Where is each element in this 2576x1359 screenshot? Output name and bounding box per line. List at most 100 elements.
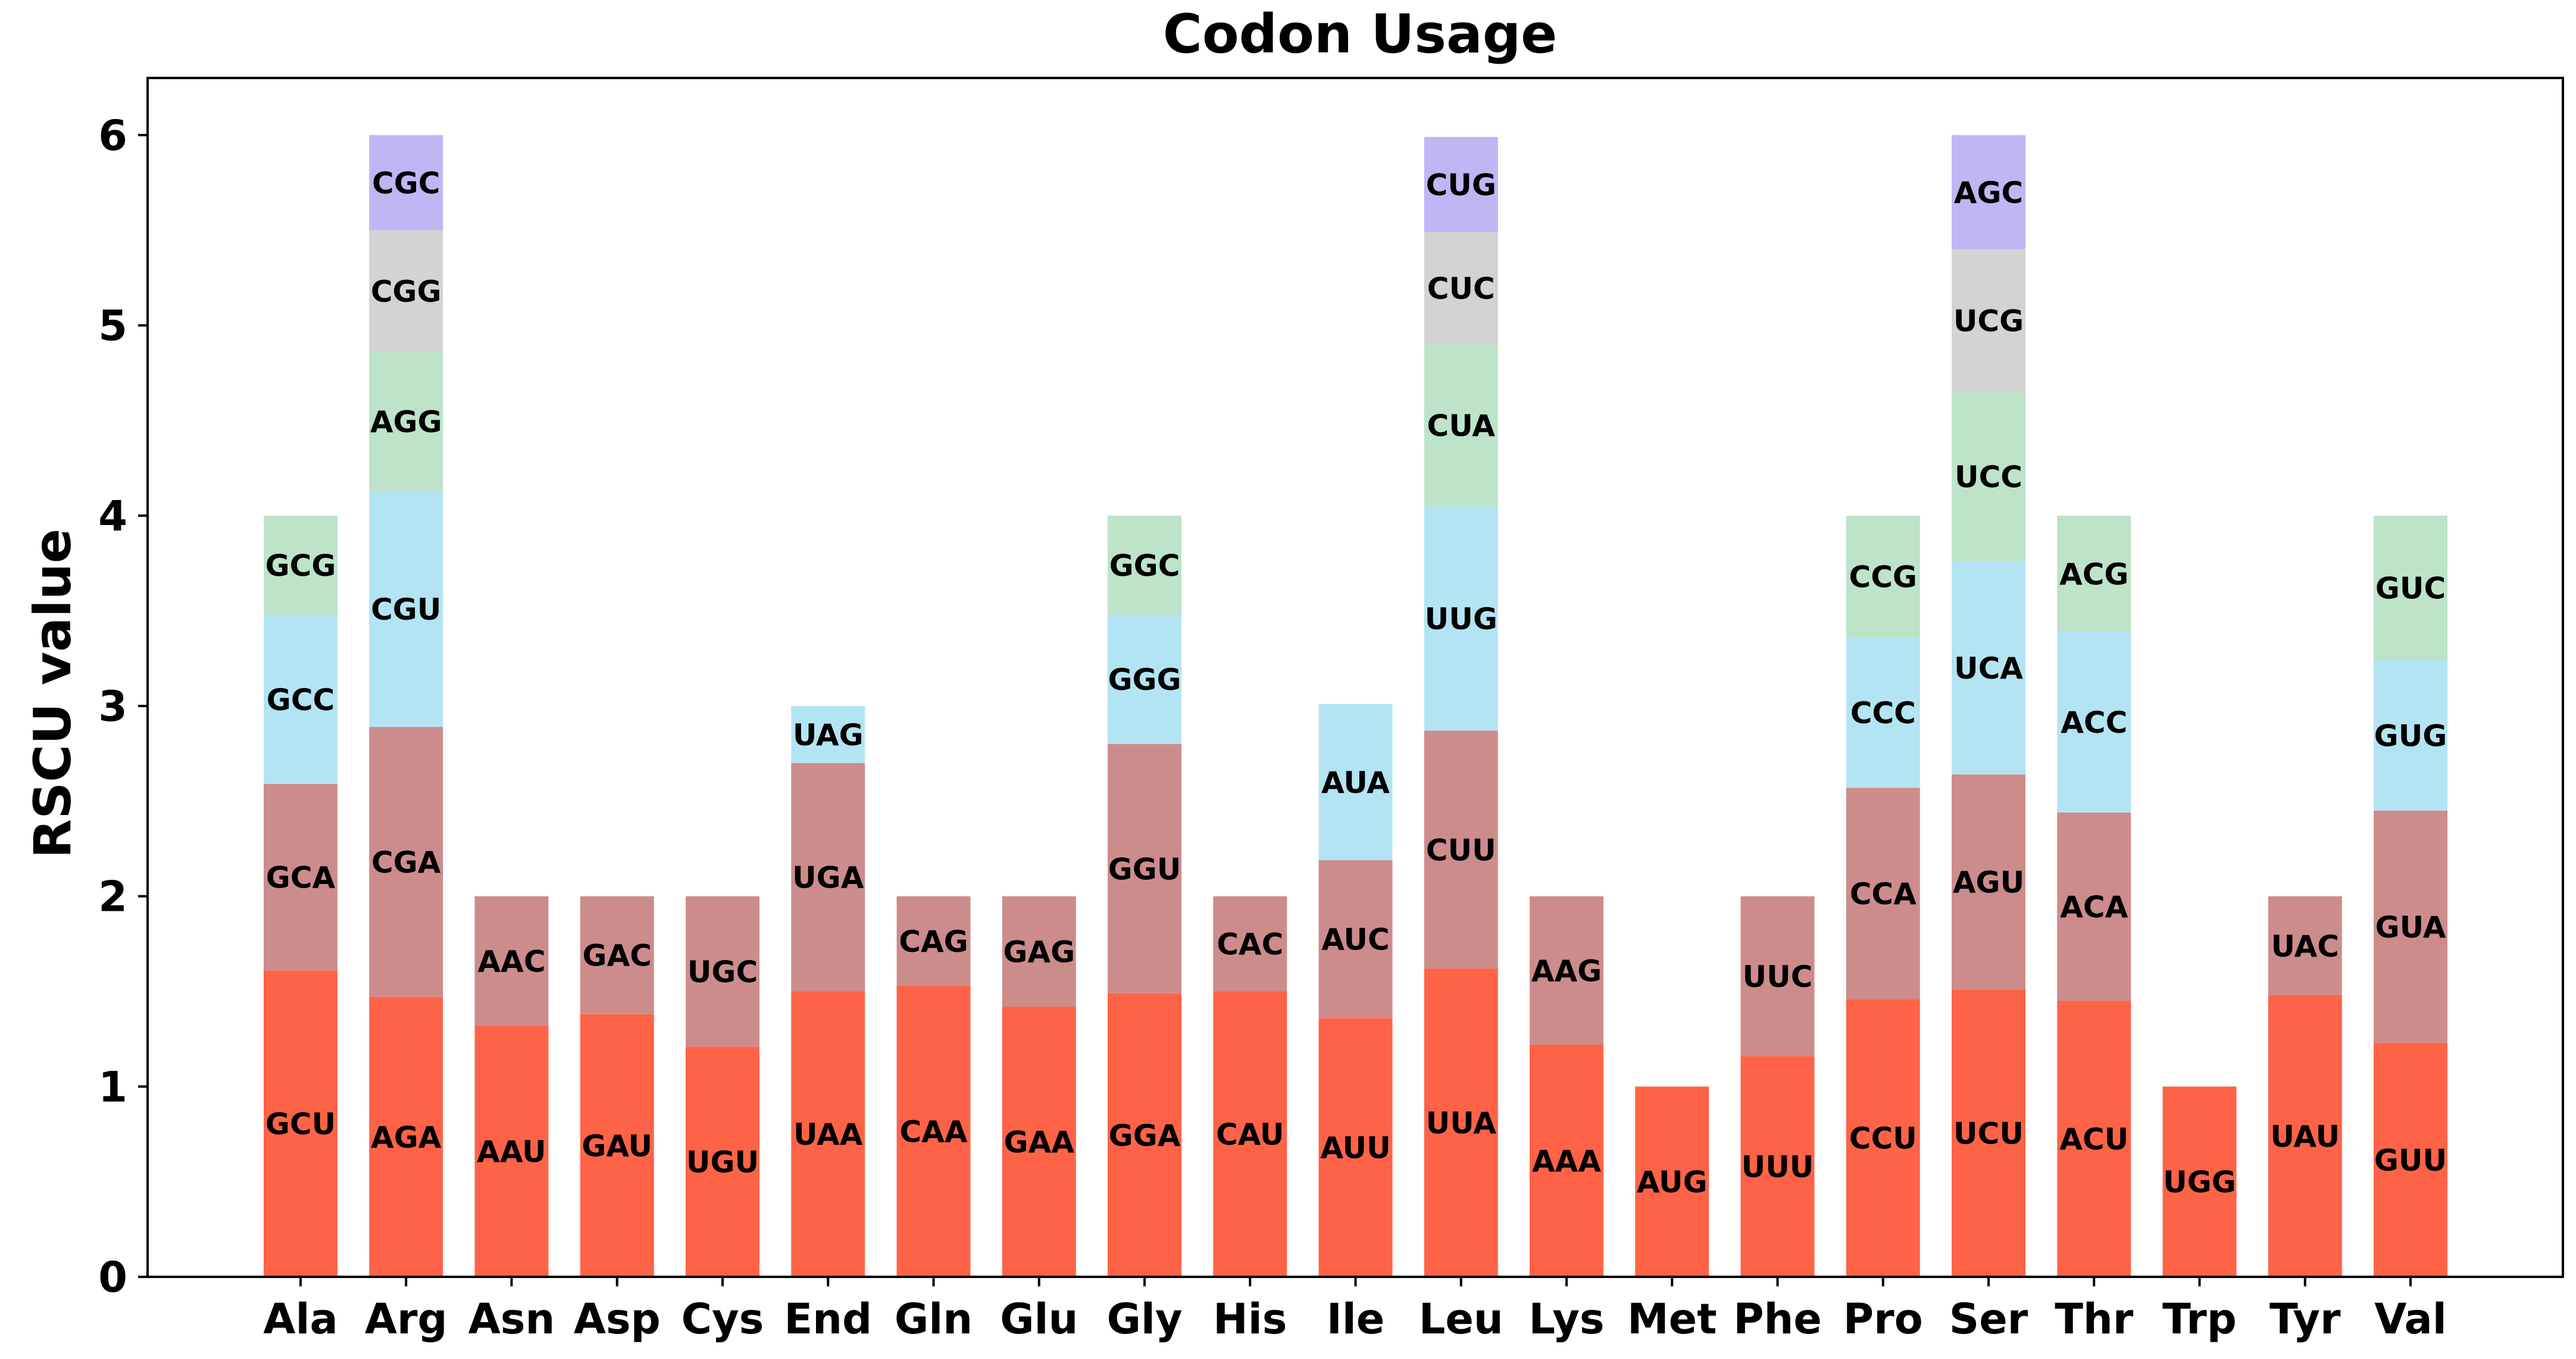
codon-labels-layer: GCU GCA GCC GCG AGA CGA CGU AGG CGG CGC AAU AAC GAU G… [265,166,2447,1199]
codon-label-cgg: CGG [371,274,442,309]
bar-segment-his-cau [1213,991,1287,1277]
bar-segment-gly-ggc [1108,516,1181,615]
bar-segment-arg-agg [369,352,443,491]
y-axis-ticks: 0 1 2 3 4 5 6 [98,111,148,1302]
x-tick-label-thr: Thr [2055,1295,2134,1344]
codon-label-cag: CAG [899,924,968,959]
codon-label-cgc: CGC [372,166,440,201]
bar-segment-ser-ucg [1952,249,2025,392]
codon-label-uag: UAG [793,718,864,752]
bar-segment-end-uga [791,763,865,992]
codon-label-aca: ACA [2060,890,2128,924]
bar-segment-ala-gcg [264,516,337,615]
codon-label-acc: ACC [2061,705,2127,740]
bar-segment-pro-ccc [1846,637,1920,788]
codon-label-aau: AAU [477,1135,546,1169]
bar-segment-gly-gga [1108,993,1181,1277]
codon-label-cgu: CGU [371,592,441,627]
codon-label-cuu: CUU [1426,833,1496,867]
bar-segment-leu-cua [1424,344,1498,507]
codon-label-guc: GUC [2375,571,2446,606]
bar-segment-gly-ggg [1108,614,1181,744]
codon-label-guu: GUU [2374,1143,2447,1177]
bar-segment-ser-uca [1952,561,2025,775]
codon-label-uuc: UUC [1743,960,1813,994]
bar-segment-thr-acu [2057,1001,2131,1277]
codon-label-cua: CUA [1427,408,1496,443]
codon-label-uug: UUG [1425,602,1498,636]
x-tick-label-asp: Asp [574,1295,661,1344]
y-tick-label-6: 6 [98,111,127,160]
bars-layer [264,135,2447,1277]
codon-label-gac: GAC [583,939,652,973]
x-axis-ticks: Ala Arg Asn Asp Cys End Gln Glu Gly His Ile Leu Lys M… [263,1277,2447,1344]
bar-segment-gly-ggu [1108,743,1181,994]
bar-segment-pro-ccu [1846,999,1920,1277]
codon-label-gca: GCA [266,861,336,895]
codon-label-uau: UAU [2270,1119,2340,1154]
bar-segment-ile-auc [1318,860,1393,1019]
codon-label-uaa: UAA [793,1117,863,1152]
codon-label-cac: CAC [1217,927,1283,962]
codon-label-gga: GGA [1109,1119,1181,1153]
y-tick-label-1: 1 [98,1063,127,1111]
y-tick-label-5: 5 [98,302,127,351]
y-tick-label-3: 3 [98,682,127,731]
codon-label-cca: CCA [1850,877,1917,911]
bar-segment-tyr-uac [2268,896,2342,995]
bar-segment-phe-uuc [1740,896,1815,1057]
bar-segment-ala-gcc [264,614,337,785]
codon-label-agu: AGU [1953,866,2024,900]
y-tick-label-2: 2 [98,873,127,921]
bar-segment-ile-auu [1318,1018,1393,1277]
x-tick-label-tyr: Tyr [2269,1295,2341,1344]
codon-label-ugu: UGU [686,1145,759,1180]
bar-segment-thr-acg [2057,516,2131,632]
codon-label-uca: UCA [1954,651,2023,686]
bar-segment-asp-gac [580,896,654,1014]
x-tick-label-pro: Pro [1843,1295,1923,1344]
bar-segment-pro-ccg [1846,516,1920,638]
codon-label-gau: GAU [582,1129,652,1163]
codon-label-gcg: GCG [265,548,336,583]
codon-label-ggg: GGG [1108,663,1181,697]
bar-segment-ile-aua [1318,704,1393,860]
bar-segment-thr-aca [2057,812,2131,1001]
bar-segment-ser-agc [1952,135,2025,249]
bar-segment-arg-aga [369,997,443,1277]
codon-label-cuc: CUC [1427,271,1495,306]
bar-segment-arg-cgu [369,491,443,727]
codon-label-uac: UAC [2271,929,2339,964]
codon-label-ccu: CCU [1849,1121,1917,1156]
codon-label-acg: ACG [2059,557,2128,592]
bar-segment-val-guu [2374,1042,2447,1277]
bar-segment-end-uag [791,705,865,763]
x-tick-label-ile: Ile [1327,1295,1385,1344]
bar-segment-val-guc [2374,516,2447,661]
codon-label-aua: AUA [1321,766,1390,800]
bar-segment-ala-gcu [264,970,337,1277]
y-axis-label: RSCU value [23,529,83,858]
codon-label-cau: CAU [1216,1117,1284,1152]
codon-label-ggc: GGC [1109,548,1180,583]
bar-segment-glu-gaa [1002,1007,1076,1277]
bar-segment-ser-agu [1952,774,2025,990]
codon-label-cga: CGA [371,845,441,880]
bar-segment-phe-uuu [1740,1056,1815,1277]
bar-segment-val-gug [2374,660,2447,811]
x-tick-label-arg: Arg [365,1295,448,1344]
bar-segment-arg-cgg [369,230,443,352]
bar-segment-asn-aac [474,896,549,1026]
x-tick-label-ser: Ser [1949,1295,2028,1344]
x-tick-label-gly: Gly [1106,1295,1182,1344]
codon-label-aag: AAG [1531,954,1602,988]
x-tick-label-glu: Glu [1000,1295,1078,1344]
codon-label-ugg: UGG [2163,1165,2236,1199]
bar-segment-leu-cuc [1424,232,1498,345]
codon-label-ccg: CCG [1849,560,1917,595]
codon-label-cug: CUG [1426,168,1496,202]
bar-segment-asn-aau [474,1026,549,1277]
codon-label-gua: GUA [2375,910,2446,945]
bar-segment-lys-aaa [1530,1044,1603,1277]
